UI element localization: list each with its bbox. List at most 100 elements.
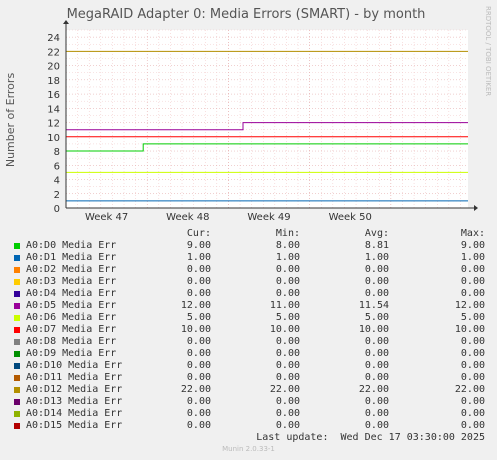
- header-cur: Cur:: [186, 228, 211, 239]
- legend-max: 0.00: [460, 348, 485, 359]
- legend-avg: 22.00: [358, 384, 389, 395]
- legend-row: A0:D14 Media Err 0.00 0.00 0.00 0.00: [0, 408, 497, 420]
- legend-cur: 0.00: [186, 336, 211, 347]
- legend-label: A0:D2 Media Err: [26, 264, 117, 275]
- legend-label: A0:D4 Media Err: [26, 288, 117, 299]
- legend-avg: 0.00: [364, 336, 389, 347]
- legend-row: A0:D2 Media Err 0.00 0.00 0.00 0.00: [0, 264, 497, 276]
- legend-label: A0:D11 Media Err: [26, 372, 123, 383]
- legend-swatch: [14, 399, 20, 405]
- rrdtool-credit: RRDTOOL / TOBI OETIKER: [484, 6, 492, 96]
- legend-max: 10.00: [454, 324, 485, 335]
- legend-max: 12.00: [454, 300, 485, 311]
- x-tick-label: Week 50: [329, 212, 372, 223]
- legend-row: A0:D11 Media Err 0.00 0.00 0.00 0.00: [0, 372, 497, 384]
- header-min: Min:: [275, 228, 300, 239]
- y-tick-label: 4: [54, 176, 60, 187]
- y-tick-label: 24: [47, 33, 60, 44]
- legend-avg: 0.00: [364, 372, 389, 383]
- legend-avg: 10.00: [358, 324, 389, 335]
- legend-header: Cur: Min: Avg: Max:: [0, 228, 497, 240]
- legend-swatch: [14, 375, 20, 381]
- grid-lines: [66, 29, 468, 208]
- chart-area: MegaRAID Adapter 0: Media Errors (SMART)…: [4, 6, 492, 223]
- chart-title: MegaRAID Adapter 0: Media Errors (SMART)…: [67, 7, 426, 22]
- y-axis-arrow: [63, 20, 69, 24]
- x-tick-label: Week 49: [247, 212, 290, 223]
- plot-background: [66, 30, 468, 208]
- legend-min: 8.00: [275, 240, 300, 251]
- munin-version-row: Munin 2.0.33-1: [0, 445, 497, 453]
- legend-min: 0.00: [275, 348, 300, 359]
- legend-avg: 0.00: [364, 420, 389, 431]
- legend-avg: 0.00: [364, 360, 389, 371]
- legend-max: 1.00: [460, 252, 485, 263]
- legend-min: 0.00: [275, 408, 300, 419]
- legend-avg: 0.00: [364, 276, 389, 287]
- legend-row: A0:D4 Media Err 0.00 0.00 0.00 0.00: [0, 288, 497, 300]
- legend-min: 0.00: [275, 264, 300, 275]
- x-tick-label: Week 47: [85, 212, 128, 223]
- legend-cur: 0.00: [186, 276, 211, 287]
- legend-cur: 0.00: [186, 408, 211, 419]
- x-axis-arrow: [474, 205, 478, 211]
- legend-rows: A0:D0 Media Err 9.00 8.00 8.81 9.00 A0:D1 Med…: [0, 240, 497, 432]
- legend-min: 0.00: [275, 420, 300, 431]
- legend-label: A0:D15 Media Err: [26, 420, 123, 431]
- legend-row: A0:D7 Media Err 10.00 10.00 10.00 10.00: [0, 324, 497, 336]
- legend-cur: 0.00: [186, 396, 211, 407]
- legend-avg: 0.00: [364, 288, 389, 299]
- legend-swatch: [14, 387, 20, 393]
- legend-label: A0:D5 Media Err: [26, 300, 117, 311]
- legend-row: A0:D10 Media Err 0.00 0.00 0.00 0.00: [0, 360, 497, 372]
- legend-min: 0.00: [275, 276, 300, 287]
- legend-min: 11.00: [269, 300, 300, 311]
- legend-label: A0:D14 Media Err: [26, 408, 123, 419]
- series-line-d0: [66, 143, 468, 152]
- legend-row: A0:D15 Media Err 0.00 0.00 0.00 0.00: [0, 420, 497, 432]
- legend-row: A0:D5 Media Err 12.00 11.00 11.54 12.00: [0, 300, 497, 312]
- legend-cur: 0.00: [186, 420, 211, 431]
- legend-row: A0:D6 Media Err 5.00 5.00 5.00 5.00: [0, 312, 497, 324]
- y-tick-label: 18: [47, 76, 60, 87]
- y-tick-label: 6: [54, 161, 60, 172]
- legend-label: A0:D9 Media Err: [26, 348, 117, 359]
- legend-swatch: [14, 291, 20, 297]
- header-avg: Avg:: [364, 228, 389, 239]
- legend-max: 0.00: [460, 288, 485, 299]
- y-tick-label: 8: [54, 147, 60, 158]
- legend-swatch: [14, 303, 20, 309]
- legend-max: 9.00: [460, 240, 485, 251]
- legend-cur: 0.00: [186, 360, 211, 371]
- legend-cur: 12.00: [180, 300, 211, 311]
- legend-min: 0.00: [275, 336, 300, 347]
- x-tick-label: Week 48: [166, 212, 209, 223]
- legend-label: A0:D3 Media Err: [26, 276, 117, 287]
- y-axis-label: Number of Errors: [4, 73, 17, 168]
- y-tick-label: 10: [47, 133, 60, 144]
- legend-min: 5.00: [275, 312, 300, 323]
- legend-table: Cur: Min: Avg: Max: A0:D0 Media Err 9.00 8…: [0, 228, 497, 432]
- legend-swatch: [14, 255, 20, 261]
- legend-swatch: [14, 267, 20, 273]
- legend-min: 22.00: [269, 384, 300, 395]
- legend-row: A0:D12 Media Err 22.00 22.00 22.00 22.00: [0, 384, 497, 396]
- legend-label: A0:D6 Media Err: [26, 312, 117, 323]
- legend-row: A0:D1 Media Err 1.00 1.00 1.00 1.00: [0, 252, 497, 264]
- legend-label: A0:D1 Media Err: [26, 252, 117, 263]
- legend-max: 0.00: [460, 276, 485, 287]
- legend-label: A0:D10 Media Err: [26, 360, 123, 371]
- legend-avg: 0.00: [364, 264, 389, 275]
- last-update: Last update: Wed Dec 17 03:30:00 2025: [256, 432, 485, 443]
- legend-cur: 1.00: [186, 252, 211, 263]
- legend-max: 0.00: [460, 372, 485, 383]
- legend-max: 22.00: [454, 384, 485, 395]
- y-tick-label: 14: [47, 104, 60, 115]
- legend-avg: 5.00: [364, 312, 389, 323]
- legend-row: A0:D9 Media Err 0.00 0.00 0.00 0.00: [0, 348, 497, 360]
- legend-swatch: [14, 327, 20, 333]
- legend-max: 0.00: [460, 360, 485, 371]
- legend-min: 0.00: [275, 396, 300, 407]
